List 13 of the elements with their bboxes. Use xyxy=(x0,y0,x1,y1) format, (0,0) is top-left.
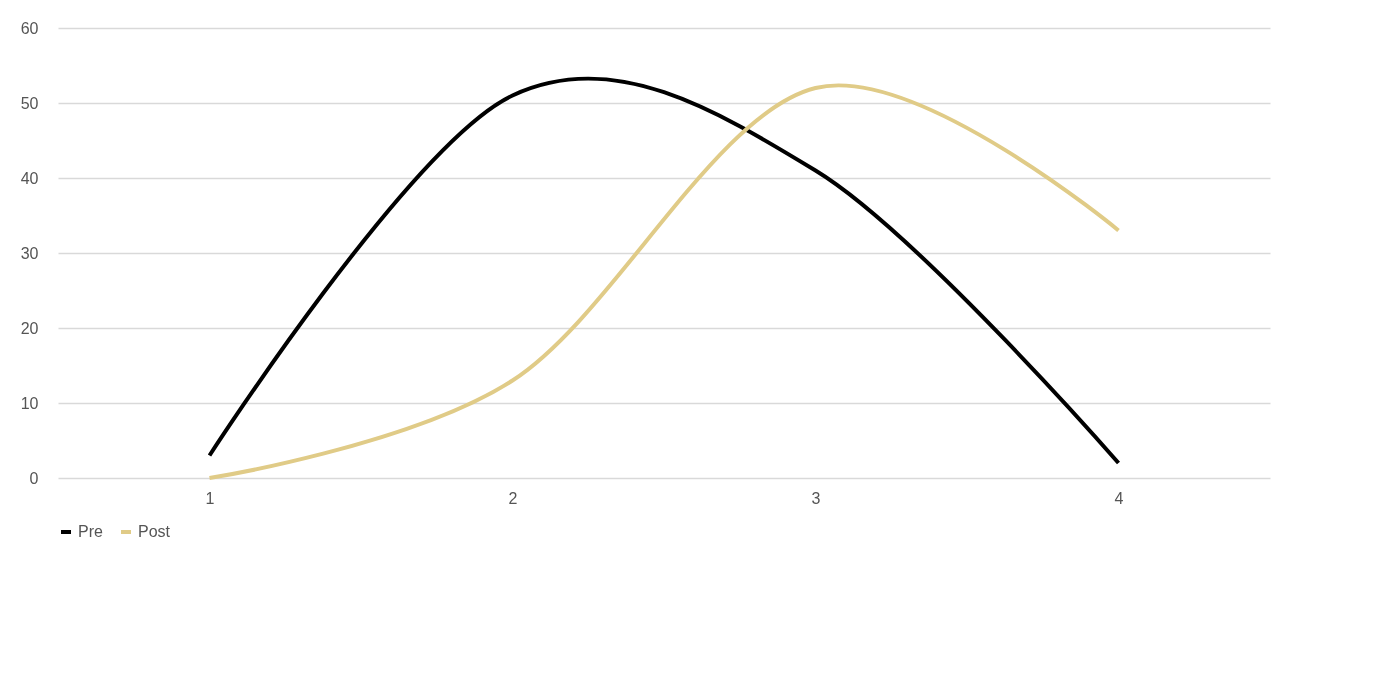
y-tick-label: 10 xyxy=(20,394,39,412)
y-tick-label: 50 xyxy=(20,94,39,112)
y-tick-label: 0 xyxy=(29,469,39,487)
legend-label: Pre xyxy=(78,523,103,540)
y-tick-label: 40 xyxy=(20,169,39,187)
x-tick-label: 3 xyxy=(811,489,821,507)
legend-label: Post xyxy=(138,523,171,540)
y-tick-label: 30 xyxy=(20,244,39,262)
x-tick-label: 2 xyxy=(508,489,518,507)
x-tick-label: 4 xyxy=(1114,489,1124,507)
y-tick-label: 60 xyxy=(20,19,39,37)
y-tick-label: 20 xyxy=(20,319,39,337)
x-tick-label: 1 xyxy=(205,489,215,507)
